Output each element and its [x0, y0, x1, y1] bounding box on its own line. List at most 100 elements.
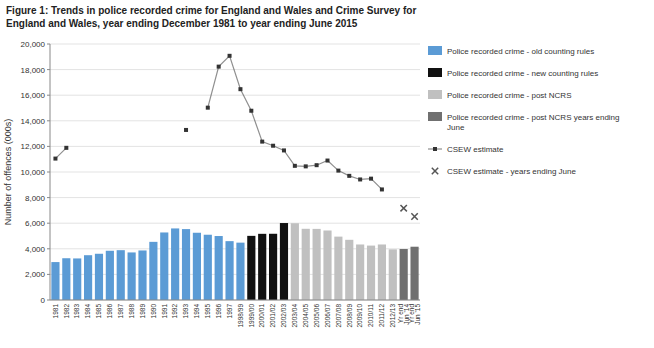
grid-line — [50, 95, 420, 96]
legend-swatch — [428, 112, 442, 121]
square-marker — [326, 159, 330, 163]
y-tick-label: 10,000 — [21, 168, 46, 177]
grid-line — [50, 248, 420, 249]
y-tick-label: 18,000 — [21, 66, 46, 75]
bar — [84, 255, 92, 300]
grid-line — [50, 120, 420, 121]
legend-marker — [433, 147, 437, 151]
y-tick-label: 16,000 — [21, 91, 46, 100]
bar — [95, 254, 103, 300]
y-tick-label: 14,000 — [21, 117, 46, 126]
grid — [50, 44, 420, 300]
y-tick-label: 0 — [41, 296, 46, 305]
x-tick-label: 2012/13 — [389, 304, 396, 328]
bar — [291, 223, 299, 300]
legend-label: Police recorded crime - old counting rul… — [447, 47, 594, 56]
y-axis-label: Number of offences (000s) — [3, 119, 13, 225]
x-axis-line — [50, 300, 420, 301]
bar — [106, 251, 114, 300]
line — [55, 56, 381, 190]
x-tick-label: 1992 — [171, 304, 178, 319]
legend-label: CSEW estimate - years ending June — [447, 167, 576, 176]
grid-line — [50, 274, 420, 275]
x-marker — [411, 213, 417, 219]
x-axis: 1981198219831984198519861987198819891990… — [52, 304, 421, 328]
x-tick-label: 1998/99 — [237, 304, 244, 328]
square-marker — [217, 65, 221, 69]
x-tick-label: 2000/01 — [258, 304, 265, 328]
x-tick-label: 2011/12 — [378, 304, 385, 327]
y-axis: 02,0004,0006,0008,00010,00012,00014,0001… — [21, 40, 50, 305]
legend: Police recorded crime - old counting rul… — [428, 46, 620, 176]
grid-line — [50, 146, 420, 147]
y-tick-label: 2,000 — [25, 270, 46, 279]
x-tick-label: 2005/06 — [313, 304, 320, 328]
square-marker — [271, 144, 275, 148]
legend-label: CSEW estimate — [447, 145, 504, 154]
bar — [51, 262, 59, 300]
y-tick-label: 12,000 — [21, 142, 46, 151]
square-marker — [369, 177, 373, 181]
x-tick-label: 2004/05 — [302, 304, 309, 328]
legend-label: Police recorded crime - post NCRS — [447, 91, 571, 100]
x-tick-label: 2009/10 — [356, 304, 363, 328]
x-tick-label: 1999/00 — [248, 304, 255, 328]
square-marker — [282, 148, 286, 152]
bar — [128, 252, 136, 300]
square-marker — [228, 54, 232, 58]
x-tick-label: 1996 — [215, 304, 222, 319]
square-marker — [206, 106, 210, 110]
bar — [367, 246, 375, 300]
bar — [313, 229, 321, 300]
x-tick-label: 1985 — [95, 304, 102, 319]
grid-line — [50, 172, 420, 173]
x-tick-label: 1983 — [73, 304, 80, 319]
x-tick-label: 1994 — [193, 304, 200, 319]
y-tick-label: 6,000 — [25, 219, 46, 228]
legend-marker — [432, 168, 438, 174]
legend-swatch — [428, 68, 442, 77]
grid-line — [50, 223, 420, 224]
bar — [323, 230, 331, 300]
legend-label: Police recorded crime - post NCRS years … — [447, 113, 620, 132]
x-tick-label: 2001/02 — [269, 304, 276, 328]
bar — [149, 242, 157, 300]
bar — [280, 223, 288, 300]
x-tick-label: 2010/11 — [367, 304, 374, 327]
title: Figure 1: Trends in police recorded crim… — [6, 5, 416, 29]
bar — [73, 258, 81, 300]
grid-line — [50, 197, 420, 198]
x-tick-label: 2008/09 — [346, 304, 353, 328]
x-tick-label: 1984 — [84, 304, 91, 319]
bar — [215, 236, 223, 300]
x-tick-label: 1990 — [150, 304, 157, 319]
square-marker — [53, 157, 57, 161]
x-tick-label: 1982 — [63, 304, 70, 319]
x-tick-label: 1991 — [161, 304, 168, 319]
x-tick-label: 1989 — [139, 304, 146, 319]
bar — [62, 258, 70, 300]
y-axis-line — [50, 44, 51, 300]
y-tick-label: 8,000 — [25, 194, 46, 203]
square-marker — [64, 146, 68, 150]
bar — [345, 240, 353, 300]
bar — [171, 228, 179, 300]
x-marker — [400, 205, 406, 211]
bar — [182, 229, 190, 300]
bar — [269, 234, 277, 300]
plot-area — [51, 54, 418, 300]
square-marker — [336, 169, 340, 173]
x-tick-label: 1986 — [106, 304, 113, 319]
square-marker — [184, 128, 188, 132]
bar — [258, 234, 266, 300]
bar — [378, 244, 386, 300]
x-tick-label: 1987 — [117, 304, 124, 319]
legend-swatch — [428, 46, 442, 55]
x-tick-label: 2006/07 — [324, 304, 331, 328]
square-marker — [358, 177, 362, 181]
grid-line — [50, 300, 420, 301]
square-marker — [293, 164, 297, 168]
bar — [236, 243, 244, 300]
x-tick-label: 1993 — [182, 304, 189, 319]
grid-line — [50, 69, 420, 70]
